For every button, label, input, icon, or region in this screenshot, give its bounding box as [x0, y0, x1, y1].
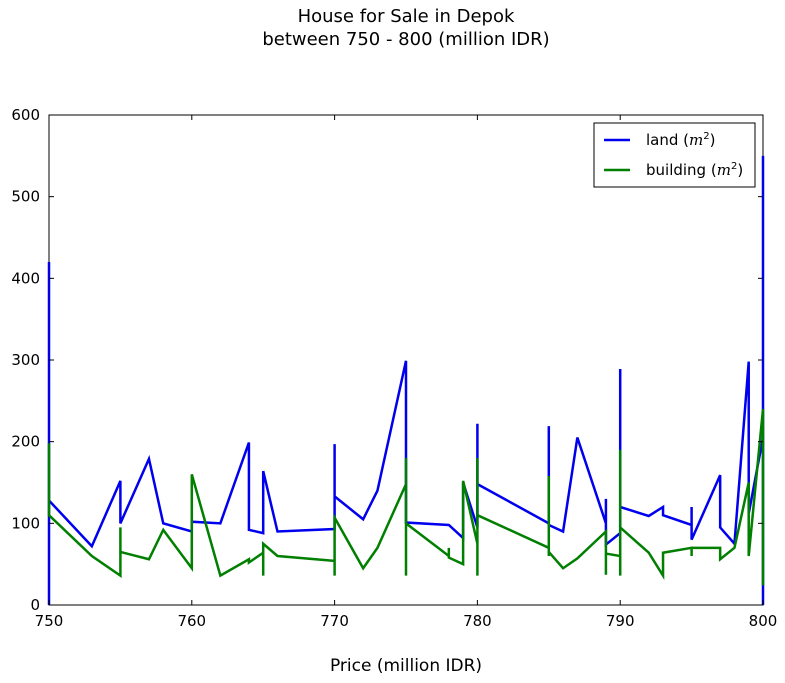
x-tick-label: 780: [463, 612, 492, 630]
y-tick-label: 300: [11, 351, 40, 369]
chart-title: House for Sale in Depok: [298, 6, 515, 27]
x-tick-label: 770: [320, 612, 349, 630]
legend-label-land: land (m2): [646, 131, 715, 149]
series-line-building: [47, 408, 765, 586]
y-tick-label: 200: [11, 433, 40, 451]
series-layer: [47, 155, 765, 605]
x-tick-label: 760: [177, 612, 206, 630]
x-axis-label: Price (million IDR): [330, 656, 482, 676]
y-tick-label: 400: [11, 269, 40, 287]
y-tick-label: 0: [30, 596, 40, 614]
y-tick-label: 500: [11, 188, 40, 206]
y-tick-label: 600: [11, 106, 40, 124]
legend-label-building: building (m2): [646, 161, 743, 179]
plot-area: 750 760 770 780 790 800 0 100 200 300 400 500 600: [11, 106, 777, 630]
legend-box: [593, 122, 756, 188]
legend: land (m2) building (m2): [593, 122, 756, 188]
x-tick-label: 750: [35, 612, 64, 630]
tick-layer: 750 760 770 780 790 800 0 100 200 300 400 500 600: [11, 106, 777, 630]
chart-subtitle: between 750 - 800 (million IDR): [262, 29, 549, 50]
x-tick-label: 790: [606, 612, 635, 630]
y-tick-label: 100: [11, 514, 40, 532]
x-tick-label: 800: [749, 612, 778, 630]
